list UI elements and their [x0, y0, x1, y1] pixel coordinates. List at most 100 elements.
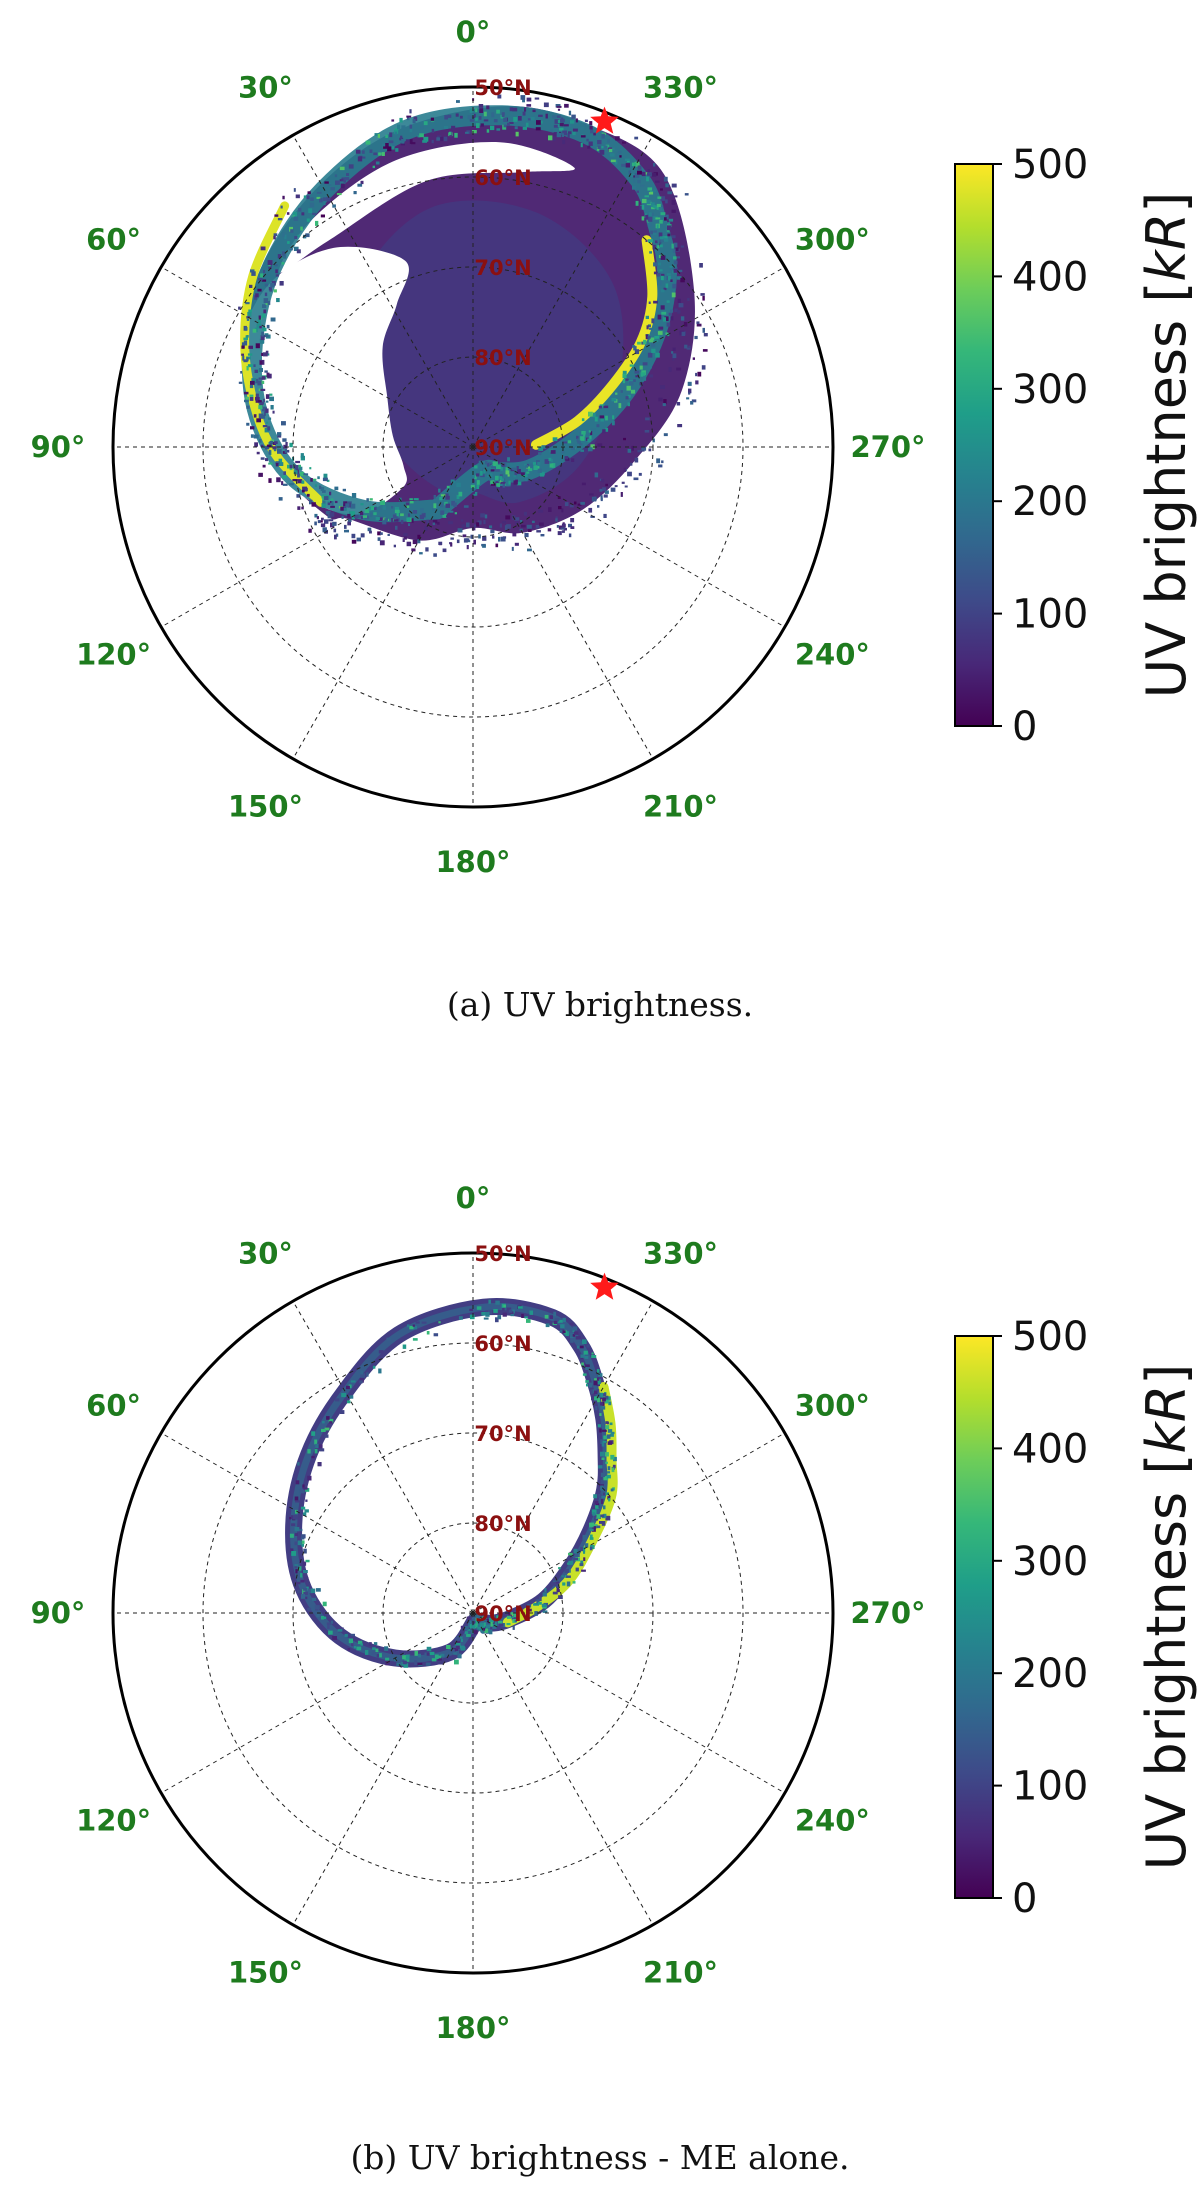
- emission-pixel: [462, 1646, 466, 1651]
- emission-pixel: [297, 1462, 300, 1466]
- emission-pixel: [600, 1406, 606, 1410]
- emission-pixel: [287, 464, 292, 469]
- emission-pixel: [277, 254, 282, 259]
- emission-pixel: [300, 1579, 305, 1583]
- emission-pixel: [396, 512, 399, 517]
- emission-pixel: [469, 1314, 475, 1320]
- emission-pixel: [475, 1620, 479, 1624]
- emission-pixel: [513, 1612, 518, 1618]
- emission-pixel: [366, 1372, 369, 1377]
- emission-pixel: [341, 1627, 344, 1632]
- emission-pixel: [474, 1623, 479, 1628]
- emission-pixel: [556, 1583, 560, 1589]
- emission-pixel: [273, 235, 276, 240]
- emission-pixel: [303, 234, 307, 239]
- emission-pixel: [240, 371, 243, 374]
- emission-pixel: [524, 477, 528, 482]
- emission-pixel: [349, 1395, 354, 1399]
- emission-pixel: [668, 367, 672, 372]
- emission-pixel: [309, 467, 312, 470]
- emission-pixel: [453, 1652, 457, 1655]
- emission-pixel: [605, 1515, 611, 1521]
- emission-pixel: [344, 1633, 348, 1637]
- emission-pixel: [610, 147, 615, 151]
- emission-pixel: [502, 521, 506, 524]
- emission-pixel: [606, 1474, 611, 1479]
- emission-pixel: [327, 513, 332, 519]
- emission-pixel: [301, 212, 305, 216]
- emission-pixel: [621, 481, 625, 484]
- emission-pixel: [666, 300, 670, 303]
- emission-pixel: [394, 131, 397, 135]
- emission-pixel: [618, 403, 622, 409]
- emission-pixel: [474, 465, 478, 469]
- emission-pixel: [677, 310, 681, 314]
- emission-pixel: [440, 494, 446, 497]
- emission-pixel: [583, 1550, 586, 1554]
- emission-pixel: [570, 1333, 574, 1338]
- emission-pixel: [486, 1619, 491, 1624]
- emission-pixel: [526, 463, 530, 467]
- emission-pixel: [645, 334, 649, 340]
- emission-pixel: [599, 1413, 602, 1416]
- emission-pixel: [572, 1334, 576, 1337]
- emission-pixel: [254, 442, 258, 447]
- emission-pixel: [535, 525, 540, 529]
- emission-pixel: [255, 343, 260, 349]
- emission-pixel: [556, 1587, 560, 1590]
- emission-pixel: [302, 1589, 306, 1594]
- emission-pixel: [465, 131, 469, 134]
- emission-pixel: [594, 1501, 599, 1505]
- emission-pixel: [417, 539, 421, 544]
- emission-pixel: [320, 214, 325, 218]
- emission-pixel: [599, 149, 605, 155]
- emission-pixel: [652, 189, 657, 193]
- emission-pixel: [266, 400, 269, 403]
- emission-pixel: [583, 1557, 586, 1561]
- emission-pixel: [283, 471, 286, 475]
- emission-pixel: [480, 1620, 485, 1623]
- emission-pixel: [270, 317, 276, 322]
- emission-pixel: [305, 1559, 310, 1563]
- emission-pixel: [419, 552, 423, 555]
- emission-pixel: [334, 174, 338, 178]
- emission-pixel: [276, 477, 281, 483]
- emission-pixel: [668, 312, 672, 316]
- emission-pixel: [610, 1488, 614, 1492]
- emission-pixel: [285, 442, 288, 446]
- emission-pixel: [255, 393, 259, 397]
- emission-pixel: [334, 486, 339, 491]
- emission-pixel: [660, 244, 663, 248]
- emission-pixel: [495, 1317, 499, 1323]
- emission-pixel: [657, 237, 660, 243]
- emission-pixel: [331, 501, 334, 506]
- emission-pixel: [687, 298, 690, 301]
- emission-pixel: [365, 1650, 369, 1655]
- colorbar-tick-label: 300: [1012, 1539, 1088, 1585]
- emission-pixel: [642, 198, 647, 204]
- emission-pixel: [439, 1659, 444, 1665]
- emission-pixel: [412, 119, 416, 124]
- emission-pixel: [286, 449, 290, 453]
- emission-pixel: [254, 378, 259, 384]
- emission-pixel: [286, 212, 290, 215]
- emission-pixel: [246, 366, 249, 371]
- emission-pixel: [533, 465, 538, 471]
- emission-pixel: [412, 1326, 418, 1330]
- emission-pixel: [289, 483, 294, 486]
- emission-pixel: [443, 136, 448, 142]
- emission-pixel: [650, 230, 653, 235]
- emission-pixel: [595, 1505, 599, 1509]
- emission-pixel: [303, 1512, 307, 1516]
- emission-pixel: [660, 275, 664, 281]
- emission-pixel: [635, 375, 639, 378]
- emission-pixel: [347, 521, 351, 526]
- emission-pixel: [323, 200, 326, 206]
- emission-pixel: [440, 503, 444, 508]
- emission-gap: [278, 142, 575, 273]
- emission-pixel: [343, 504, 347, 508]
- emission-pixel: [391, 518, 394, 522]
- emission-pixel: [272, 410, 275, 414]
- emission-pixel: [328, 1630, 333, 1635]
- emission-pixel: [657, 196, 662, 199]
